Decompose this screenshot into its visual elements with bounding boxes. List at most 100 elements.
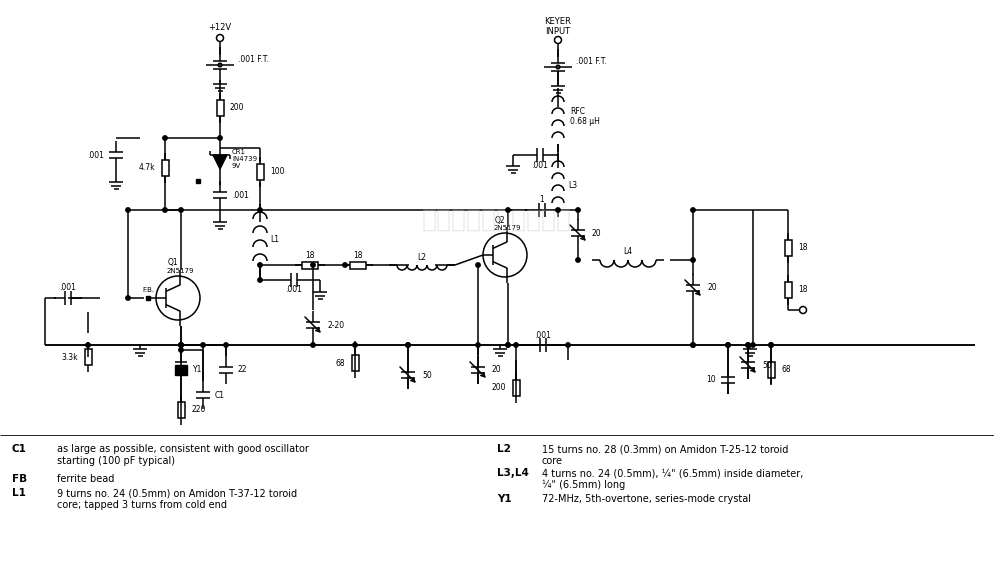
Circle shape	[201, 343, 205, 347]
Circle shape	[179, 208, 183, 212]
Text: 20: 20	[492, 365, 502, 374]
Circle shape	[257, 263, 262, 267]
Circle shape	[506, 343, 510, 347]
Text: .001: .001	[285, 286, 302, 295]
Circle shape	[691, 258, 695, 262]
Text: 18: 18	[305, 251, 315, 260]
Bar	[175, 365, 187, 375]
Circle shape	[218, 136, 223, 140]
Circle shape	[768, 343, 773, 347]
Text: L1: L1	[270, 235, 279, 245]
Circle shape	[257, 278, 262, 282]
Text: 18: 18	[798, 286, 807, 295]
Bar	[84, 349, 91, 365]
Text: Y1: Y1	[497, 494, 512, 504]
Text: 2N5179: 2N5179	[166, 268, 194, 274]
Bar	[161, 160, 169, 176]
Text: 4 turns no. 24 (0.5mm), ¼" (6.5mm) inside diameter,
¼" (6.5mm) long: 4 turns no. 24 (0.5mm), ¼" (6.5mm) insid…	[542, 468, 803, 490]
Text: RFC: RFC	[570, 108, 585, 116]
Bar	[217, 100, 224, 116]
Bar	[146, 296, 150, 300]
Text: 20: 20	[707, 283, 717, 292]
Circle shape	[179, 348, 183, 352]
Bar	[178, 402, 185, 418]
Text: KEYER: KEYER	[545, 18, 572, 26]
Text: .001: .001	[232, 190, 248, 200]
Text: 0.68 μH: 0.68 μH	[570, 116, 599, 125]
Text: 50: 50	[422, 370, 431, 380]
Text: F.B.: F.B.	[142, 287, 154, 293]
Circle shape	[506, 208, 510, 212]
Circle shape	[179, 343, 183, 347]
Text: IN4739: IN4739	[232, 156, 257, 162]
Text: 68: 68	[335, 359, 345, 368]
Circle shape	[126, 296, 130, 300]
Bar	[513, 380, 520, 396]
Circle shape	[163, 136, 167, 140]
Circle shape	[746, 343, 750, 347]
Text: 200: 200	[491, 384, 506, 393]
Bar	[784, 240, 791, 256]
Text: 18: 18	[798, 243, 807, 253]
Bar	[767, 362, 774, 378]
Text: as large as possible, consistent with good oscillator
starting (100 pF typical): as large as possible, consistent with go…	[57, 444, 309, 466]
Text: Q1: Q1	[168, 259, 178, 267]
Text: 72-MHz, 5th-overtone, series-mode crystal: 72-MHz, 5th-overtone, series-mode crysta…	[542, 494, 751, 504]
Bar	[302, 262, 318, 268]
Text: Q2: Q2	[495, 215, 505, 225]
Circle shape	[506, 343, 510, 347]
Text: .001: .001	[60, 283, 77, 292]
Text: 15 turns no. 28 (0.3mm) on Amidon T-25-12 toroid
core: 15 turns no. 28 (0.3mm) on Amidon T-25-1…	[542, 444, 788, 466]
Text: 杭州将睷科技有限公司: 杭州将睷科技有限公司	[422, 208, 572, 232]
Text: C1: C1	[12, 444, 27, 454]
Circle shape	[691, 208, 695, 212]
Circle shape	[576, 258, 580, 262]
Bar	[784, 282, 791, 298]
Text: L2: L2	[497, 444, 511, 454]
Text: .001: .001	[87, 150, 104, 160]
Bar	[196, 179, 200, 183]
Text: 100: 100	[270, 168, 284, 177]
Text: 200: 200	[230, 104, 245, 112]
Text: INPUT: INPUT	[546, 26, 571, 35]
Circle shape	[85, 343, 90, 347]
Text: L3: L3	[568, 181, 578, 189]
Text: 22: 22	[238, 365, 248, 374]
Circle shape	[746, 343, 750, 347]
Circle shape	[691, 343, 695, 347]
Polygon shape	[213, 155, 227, 169]
Text: CR1: CR1	[232, 149, 246, 155]
Text: 68: 68	[781, 365, 790, 374]
Circle shape	[311, 263, 315, 267]
Circle shape	[163, 208, 167, 212]
Text: L3,L4: L3,L4	[497, 468, 529, 478]
Text: L1: L1	[12, 488, 26, 498]
Circle shape	[311, 343, 315, 347]
Text: 220: 220	[191, 405, 206, 414]
Text: 10: 10	[707, 376, 716, 385]
Text: .001 F.T.: .001 F.T.	[238, 55, 268, 64]
Text: L4: L4	[623, 247, 632, 256]
Circle shape	[406, 343, 411, 347]
Circle shape	[179, 343, 183, 347]
Circle shape	[257, 208, 262, 212]
Circle shape	[556, 208, 561, 212]
Text: L2: L2	[417, 253, 426, 262]
Circle shape	[726, 343, 731, 347]
Text: 1: 1	[540, 196, 545, 205]
Text: 2N5179: 2N5179	[493, 225, 521, 231]
Text: .001 F.T.: .001 F.T.	[576, 58, 607, 67]
Circle shape	[476, 263, 480, 267]
Text: 2-20: 2-20	[327, 320, 344, 329]
Circle shape	[179, 343, 183, 347]
Circle shape	[224, 343, 229, 347]
Circle shape	[768, 343, 773, 347]
Circle shape	[353, 343, 357, 347]
Text: 18: 18	[353, 251, 363, 260]
Text: 4.7k: 4.7k	[138, 164, 155, 173]
Bar	[256, 164, 263, 180]
Text: Y1: Y1	[193, 365, 203, 374]
Text: C1: C1	[215, 390, 225, 400]
Circle shape	[726, 343, 731, 347]
Text: 3.3k: 3.3k	[62, 352, 78, 361]
